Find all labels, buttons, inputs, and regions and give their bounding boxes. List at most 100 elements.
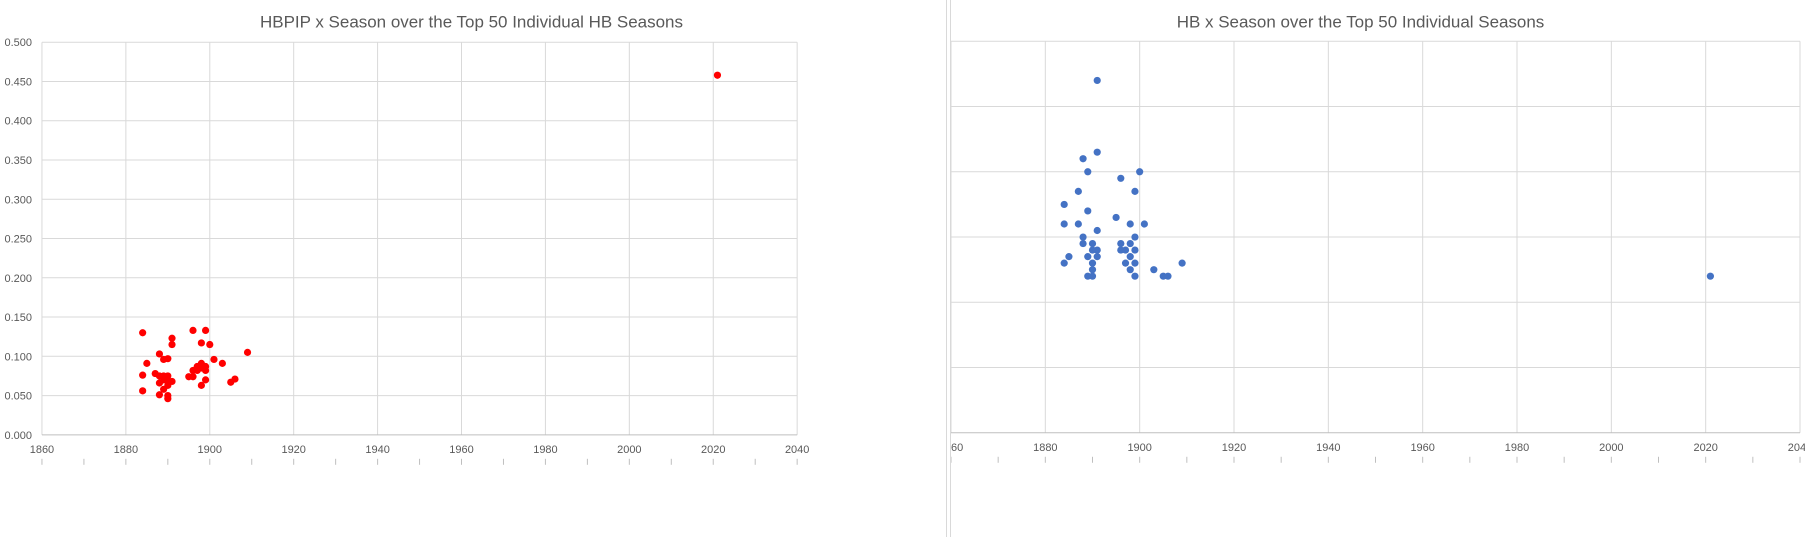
- data-point: [1093, 148, 1101, 156]
- data-point: [1112, 213, 1120, 222]
- data-point: [1131, 187, 1139, 195]
- x-tick-label: 1880: [114, 444, 138, 456]
- x-tick-label: 2020: [701, 444, 725, 456]
- data-point: [1084, 253, 1092, 261]
- data-point: [197, 381, 205, 389]
- data-point: [168, 340, 176, 349]
- plot-area: 0.000 0.050 0.100 0.150 0.200 0.250 0.300 0.350…: [5, 37, 809, 465]
- data-point: [1126, 266, 1134, 274]
- data-point: [201, 376, 210, 384]
- x-tick-label: 1900: [1127, 442, 1151, 454]
- data-point: [1079, 233, 1087, 241]
- plot-area: 0102030405060186018801900192019401960198…: [951, 40, 1805, 463]
- data-point: [1079, 155, 1087, 163]
- data-point: [713, 71, 722, 79]
- data-point: [1121, 259, 1130, 267]
- data-point: [1060, 220, 1068, 228]
- data-point: [218, 359, 226, 367]
- data-point: [210, 355, 218, 364]
- data-point: [143, 359, 151, 367]
- data-point: [139, 371, 147, 379]
- data-point: [189, 326, 197, 334]
- data-point: [1117, 239, 1125, 248]
- data-point: [155, 391, 164, 399]
- data-point: [1126, 239, 1134, 248]
- data-point: [1131, 259, 1139, 267]
- hb-scatter-svg: HB x Season over the Top 50 Individual S…: [951, 12, 1805, 463]
- data-point: [1136, 168, 1144, 176]
- x-tick-label: 1920: [281, 444, 305, 456]
- data-point: [231, 375, 239, 383]
- data-point: [139, 387, 147, 395]
- data-point: [168, 334, 176, 342]
- data-point: [139, 329, 147, 337]
- y-tick-label: 0.100: [5, 351, 32, 363]
- data-point: [168, 377, 176, 386]
- data-point: [1093, 253, 1101, 261]
- data-point: [189, 373, 197, 381]
- data-point: [1060, 259, 1068, 267]
- y-tick-label: 0.050: [5, 391, 32, 403]
- data-point: [1079, 239, 1087, 248]
- x-tick-label: 1940: [1316, 442, 1340, 454]
- data-point: [1093, 246, 1101, 254]
- x-tick-label: 2040: [785, 444, 809, 456]
- data-point: [1065, 253, 1073, 261]
- data-point: [1164, 272, 1172, 280]
- x-tick-label: 2020: [1693, 442, 1717, 454]
- data-point: [1084, 207, 1092, 215]
- data-point: [1074, 220, 1082, 228]
- data-point: [1093, 226, 1101, 235]
- data-point: [1088, 266, 1097, 274]
- data-point: [164, 372, 172, 380]
- data-point: [201, 326, 210, 334]
- data-point: [1084, 168, 1092, 176]
- chart-title-hbpip: HBPIP x Season over the Top 50 Individua…: [260, 12, 683, 31]
- data-point: [1178, 259, 1186, 267]
- x-tick-label: 1860: [30, 444, 54, 456]
- data-point: [1121, 246, 1130, 254]
- hbpip-scatter-svg: HBPIP x Season over the Top 50 Individua…: [5, 12, 809, 465]
- y-tick-label: 0.000: [5, 430, 32, 442]
- data-point: [243, 348, 252, 356]
- y-tick-label: 0.250: [5, 234, 32, 246]
- data-point: [197, 339, 205, 347]
- data-point: [1126, 253, 1134, 261]
- x-tick-label: 1980: [1505, 442, 1529, 454]
- data-point: [164, 395, 172, 403]
- x-tick-label: 2000: [617, 444, 641, 456]
- x-tick-label: 2040: [1788, 442, 1805, 454]
- data-point: [1074, 187, 1082, 195]
- hb-scatter-chart: HB x Season over the Top 50 Individual S…: [950, 0, 1805, 537]
- data-point: [1131, 246, 1139, 254]
- data-point: [1088, 259, 1097, 267]
- y-tick-label: 0.300: [5, 194, 32, 206]
- y-tick-label: 0.200: [5, 273, 32, 285]
- x-tick-label: 1900: [198, 444, 222, 456]
- x-tick-label: 1920: [1222, 442, 1246, 454]
- x-tick-label: 1980: [533, 444, 557, 456]
- hbpip-scatter-chart: HBPIP x Season over the Top 50 Individua…: [4, 0, 947, 537]
- data-point: [1131, 272, 1139, 280]
- y-tick-label: 0.450: [5, 76, 32, 88]
- chart-title-hb: HB x Season over the Top 50 Individual S…: [1177, 12, 1545, 31]
- data-point: [201, 366, 210, 375]
- data-point: [1117, 174, 1125, 182]
- data-point: [1706, 272, 1714, 280]
- data-point: [1150, 266, 1158, 274]
- data-point: [155, 350, 164, 358]
- data-point: [164, 355, 172, 363]
- y-tick-label: 0.500: [5, 37, 32, 49]
- data-point: [1126, 220, 1134, 228]
- data-point: [1093, 76, 1101, 85]
- data-point: [1088, 239, 1097, 248]
- data-point: [1131, 233, 1139, 241]
- data-point: [1060, 200, 1068, 209]
- y-tick-label: 0.150: [5, 312, 32, 324]
- data-point: [1140, 220, 1148, 228]
- x-tick-label: 1940: [365, 444, 389, 456]
- y-tick-label: 0.350: [5, 155, 32, 167]
- x-tick-label: 1880: [1033, 442, 1057, 454]
- data-point: [1088, 272, 1097, 280]
- x-tick-label: 2000: [1599, 442, 1623, 454]
